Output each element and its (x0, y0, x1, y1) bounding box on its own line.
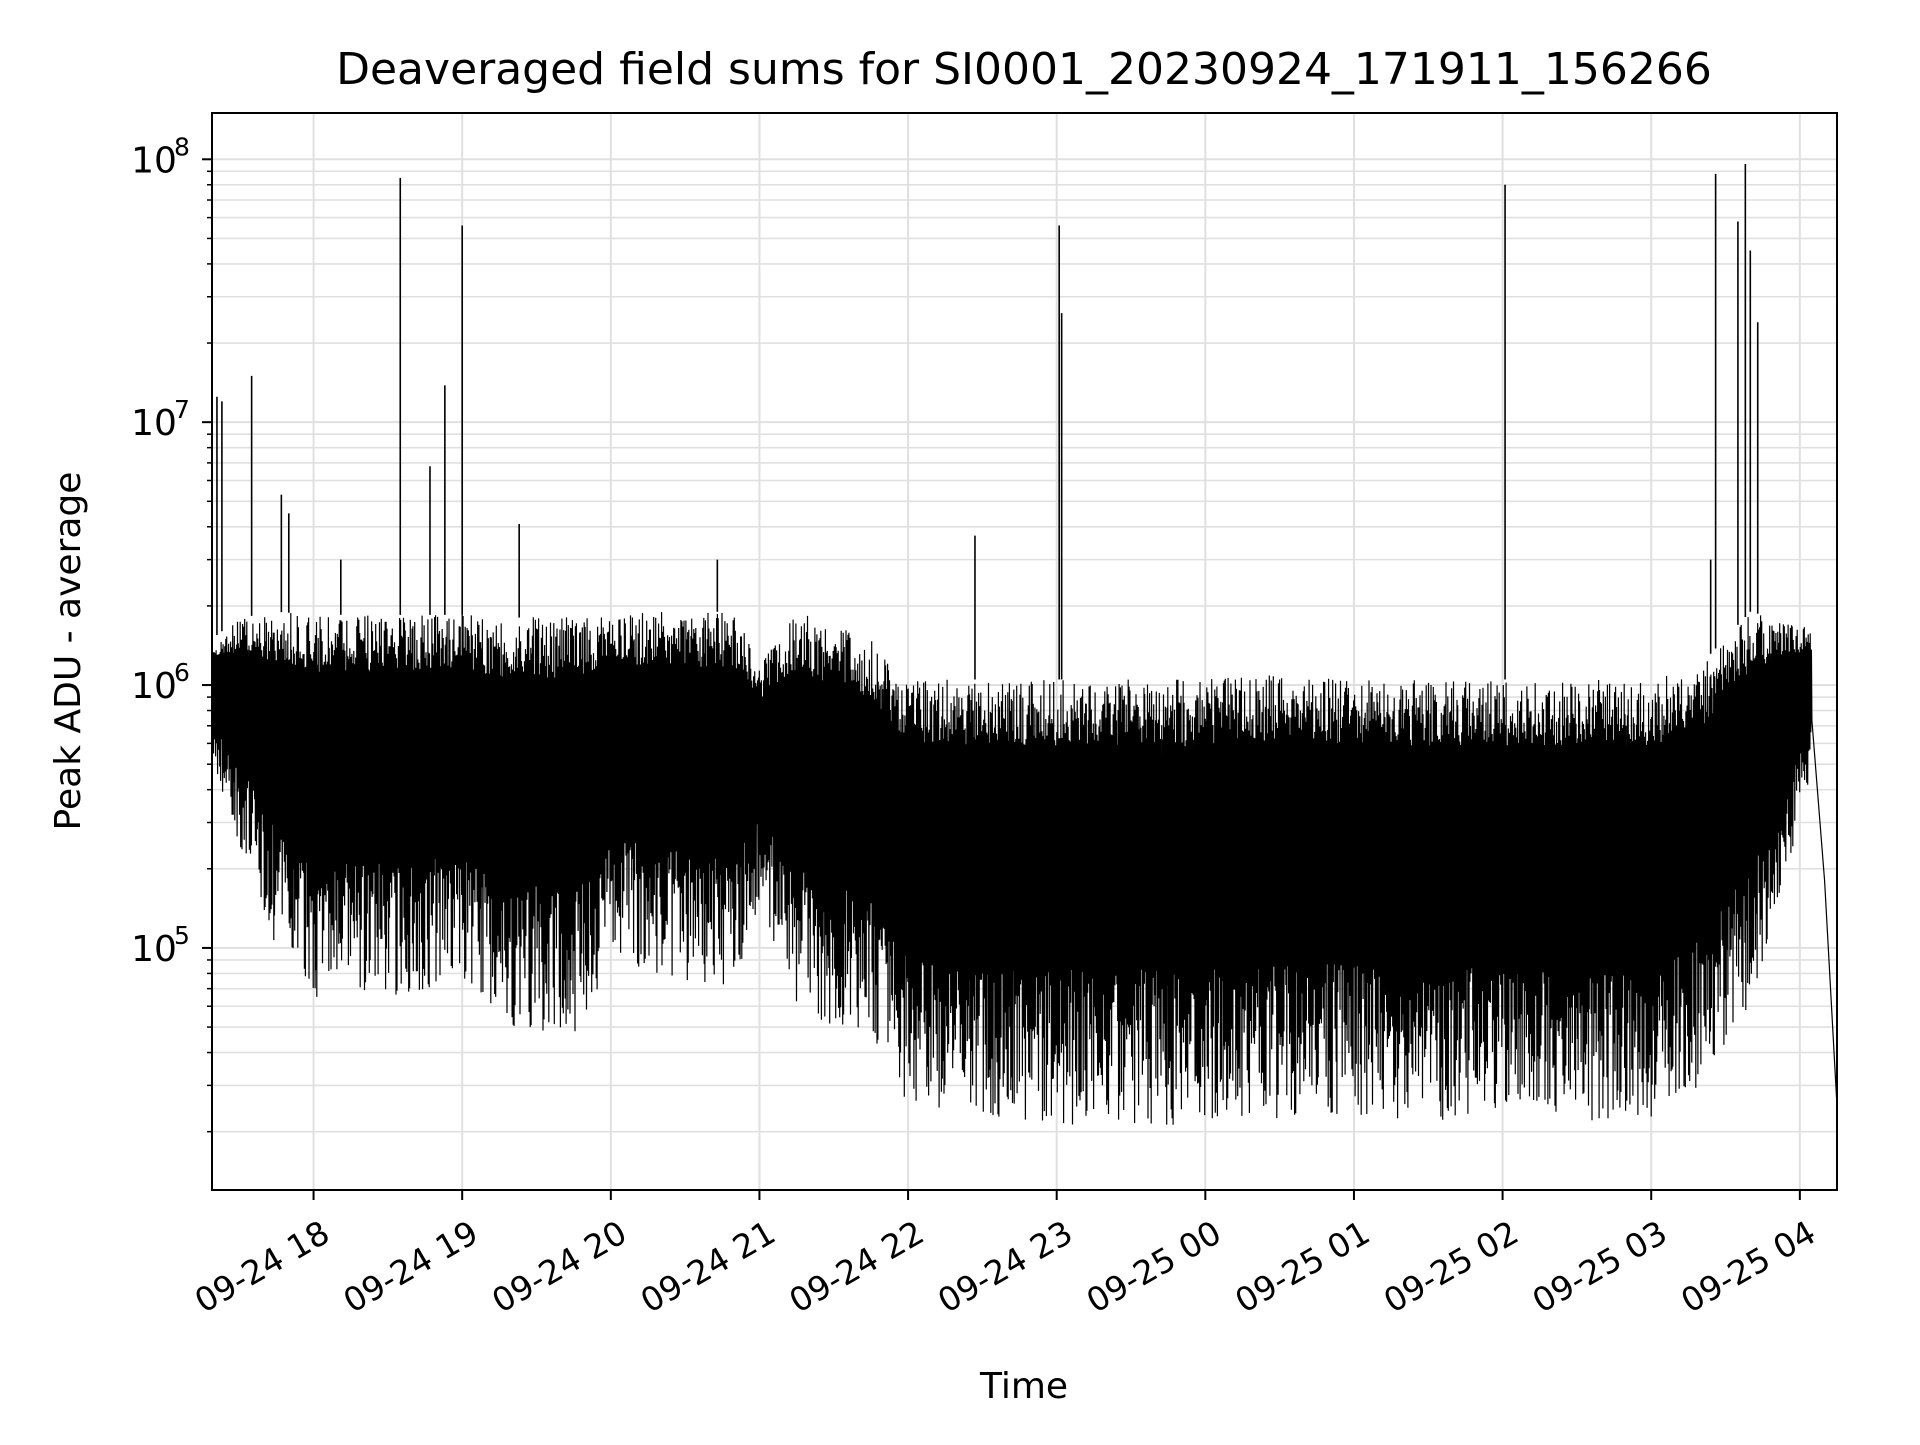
y-tick-exponent: 8 (174, 132, 190, 161)
data-layer (211, 163, 1838, 1125)
y-tick-label: 10 (131, 403, 177, 444)
y-tick-exponent: 5 (174, 921, 190, 950)
series-line (211, 612, 1838, 1125)
plot-frame (211, 112, 1838, 1191)
chart-title: Deaveraged field sums for SI0001_2023092… (336, 44, 1712, 95)
y-tick-exponent: 7 (174, 395, 190, 424)
x-axis-label: Time (979, 1366, 1068, 1407)
y-axis-label: Peak ADU - average (48, 472, 89, 831)
y-tick-label: 10 (131, 666, 177, 707)
y-tick-label: 10 (131, 929, 177, 970)
y-tick-label: 10 (131, 140, 177, 181)
y-tick-exponent: 6 (174, 658, 190, 687)
